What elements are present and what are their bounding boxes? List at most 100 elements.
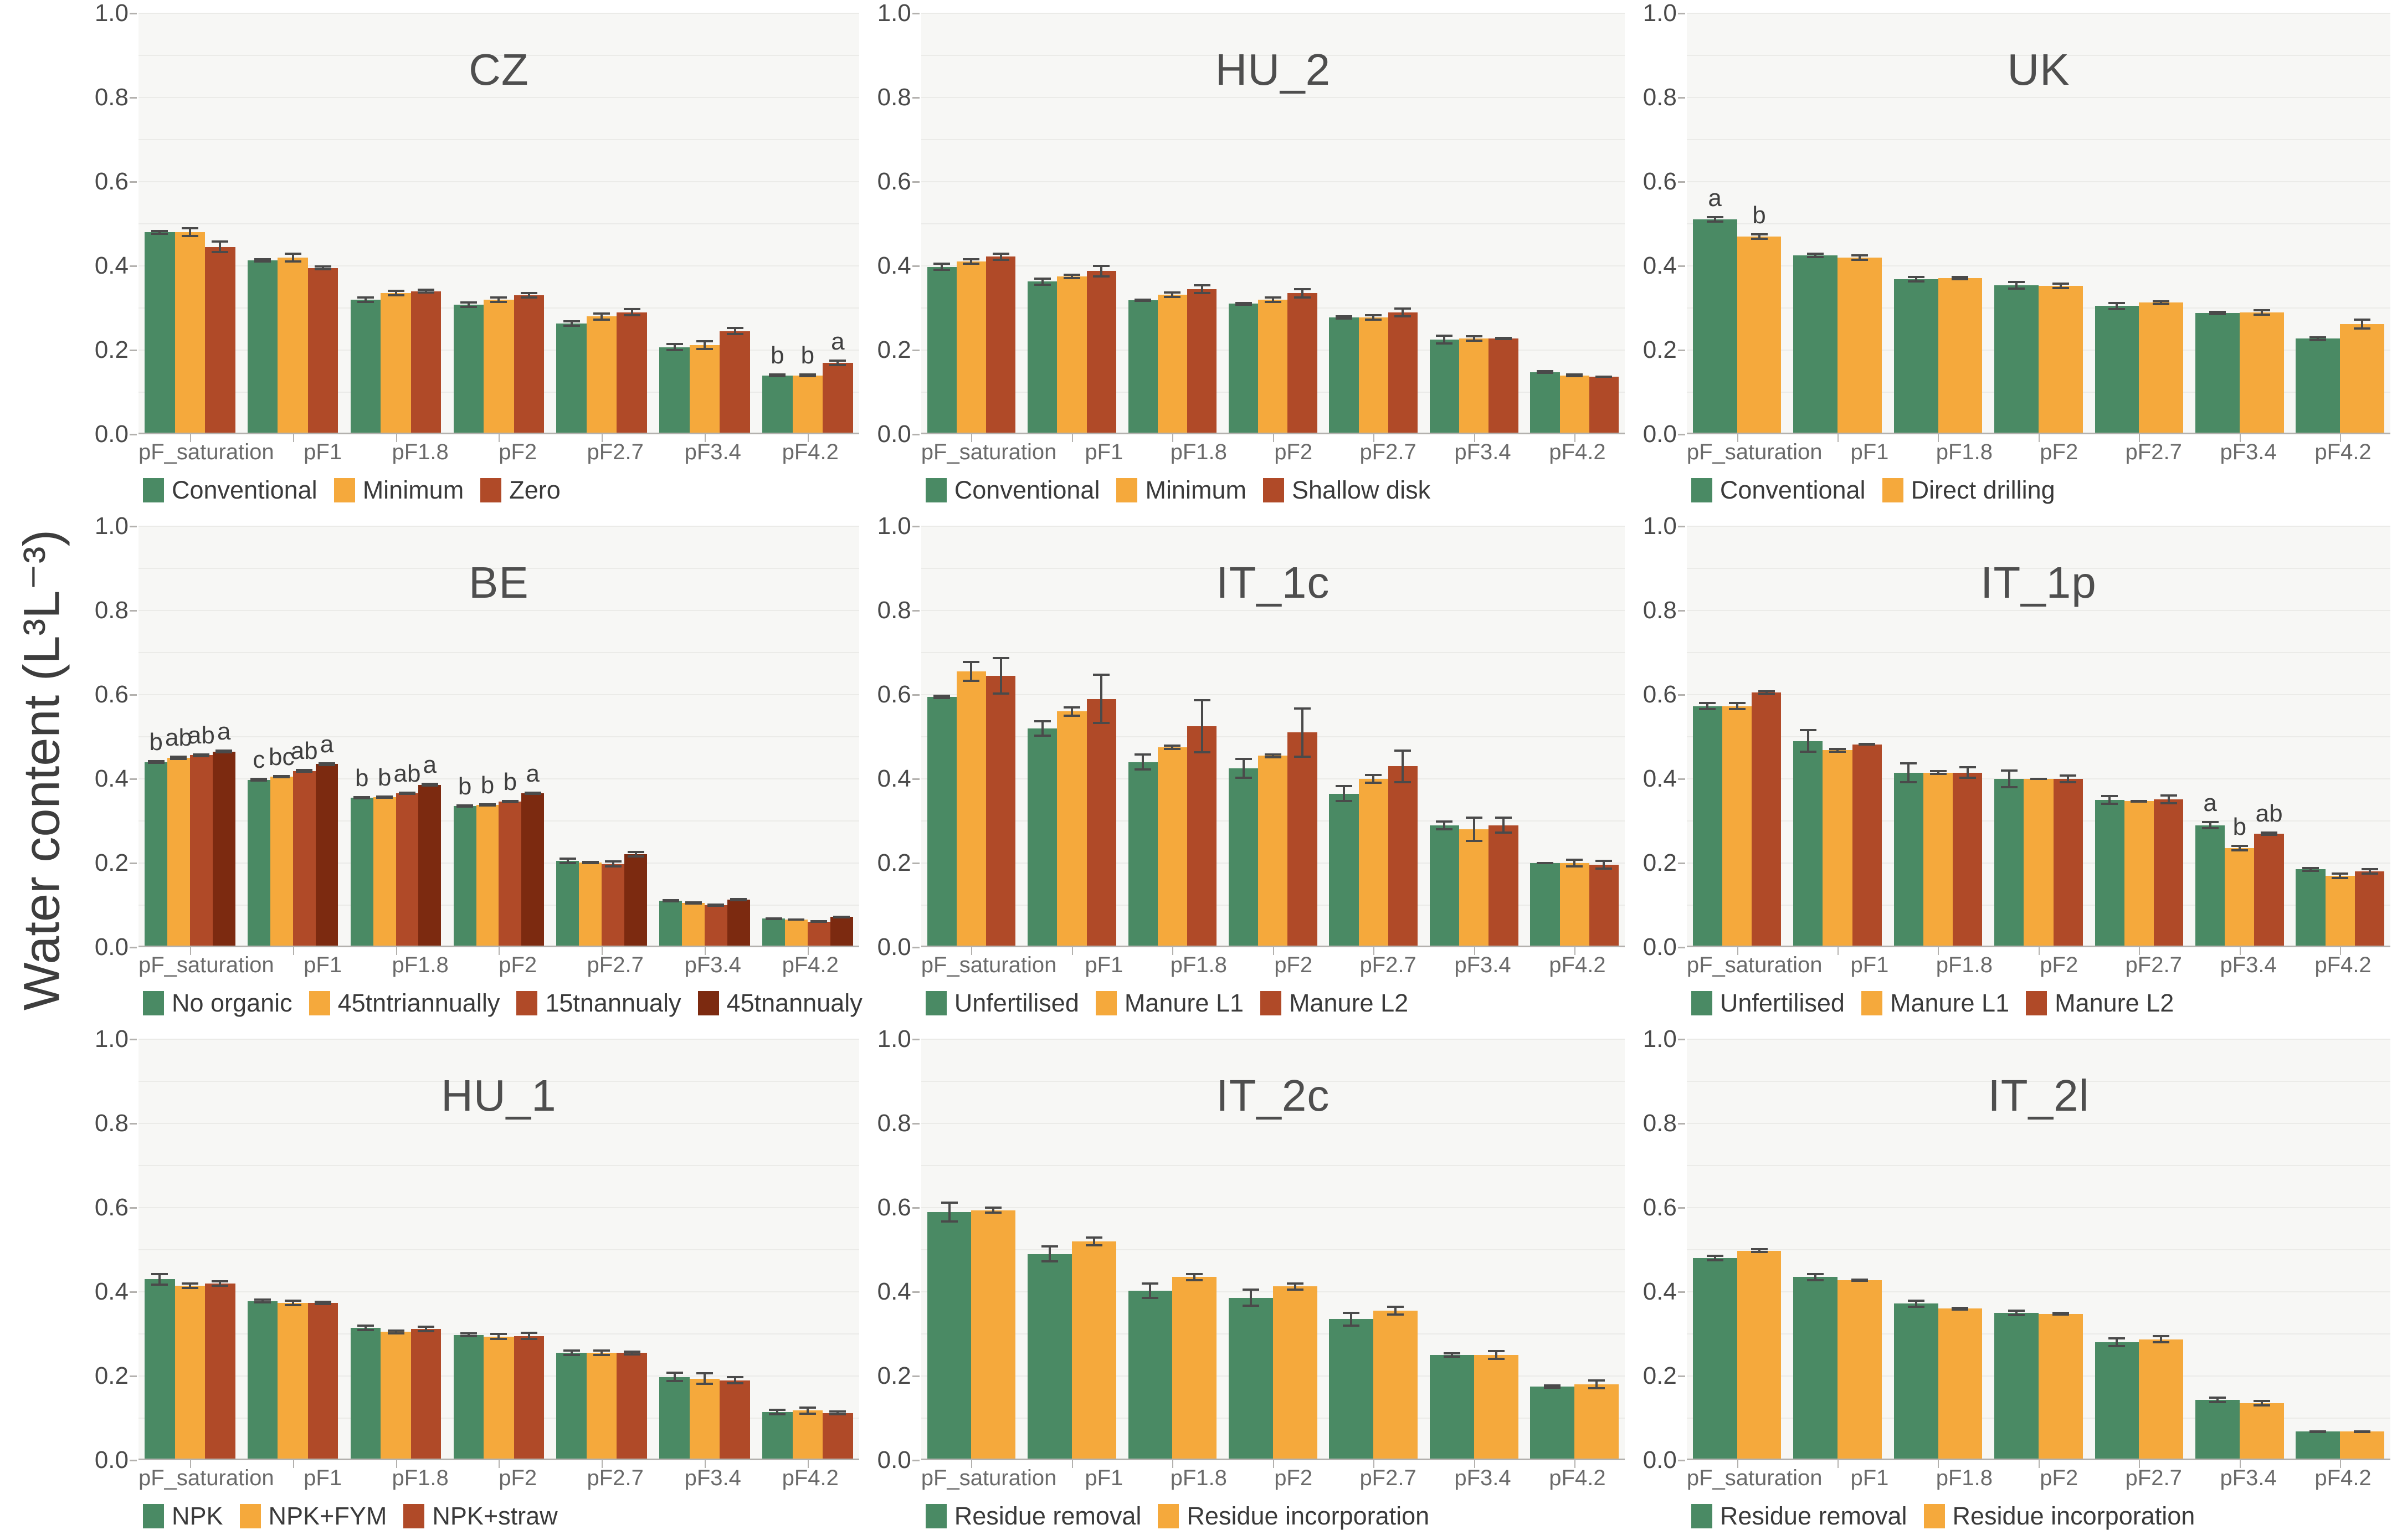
error-bar [933,695,951,699]
x-tick-label: pF2 [499,1466,537,1490]
error-bar-cap [623,1353,640,1356]
error-bar [623,1350,640,1356]
error-bar-cap [1365,314,1382,316]
error-bar-cap [1286,1282,1303,1285]
y-axis-label-strip: Water content (L³L⁻³) [0,0,83,1540]
error-bar-cap [730,899,747,902]
x-tick-label: pF1 [1085,440,1123,464]
error-bar [250,778,268,782]
x-tick-label: pF1.8 [1170,1466,1227,1490]
error-bar-cap [151,232,168,235]
error-bar-cap [2209,311,2226,314]
y-tick-mark [912,433,920,435]
y-tick-mark [1677,1375,1685,1377]
chart-panel-it-2c: 1.0 0.8 0.6 0.4 0.2 0.0 IT_2c pF_saturation pF1 p… [866,1025,1631,1539]
error-bar-cap [1193,284,1210,286]
error-bar [1900,762,1917,783]
bar-45tnannualy: a [418,752,442,947]
chart-title: HU_1 [441,1071,557,1120]
legend-swatch [516,991,538,1015]
legend-label: Conventional [172,476,317,504]
error-bar-line [1242,758,1245,779]
error-bar-cap [1487,1358,1505,1361]
error-bar-cap [726,333,743,336]
bar-15tnannualy: ab [291,738,318,947]
error-bar-line [836,1410,839,1416]
error-bar [456,804,474,808]
error-bar [479,803,496,807]
error-bar-cap [421,784,438,787]
plot-area: 1.0 0.8 0.6 0.4 0.2 0.0 HU_2 [877,0,1625,448]
error-bar-line [1193,1272,1196,1281]
error-bar-line [1502,817,1505,834]
error-bar [319,762,336,767]
y-tick-mark [1677,525,1685,527]
x-tick-label: pF2 [1274,953,1313,977]
bar-no-organic [659,899,682,947]
bar-group [345,1039,448,1460]
legend-label: Residue incorporation [1952,1502,2195,1530]
error-bar-cap [2108,1337,2126,1340]
gridline [1686,526,2390,527]
error-bar-cap [1959,766,1976,769]
error-bar-cap [1728,708,1746,711]
bar-45tntriannually [682,901,705,947]
error-bar-line [1100,674,1103,725]
error-bar-cap [1336,785,1353,788]
bar-minimum [1358,314,1388,434]
error-bar-cap [460,1335,477,1338]
bar-minimum [278,252,308,434]
legend-swatch [1262,478,1284,502]
error-bar-line [1713,216,1716,223]
bar-unfertilised [2095,794,2124,947]
error-bar-cap [1929,773,1947,776]
legend-swatch [1158,1504,1179,1528]
y-tick-mark [1677,1207,1685,1209]
gridline [138,1081,859,1082]
error-bar-cap [1135,768,1152,771]
x-tick-label: pF1.8 [1170,953,1227,977]
error-bar [1063,706,1080,717]
error-bar [2052,282,2069,289]
y-tick-label: 0.8 [94,84,129,111]
y-tick-label: 0.0 [1643,1446,1677,1474]
error-bar-cap [212,1280,229,1282]
error-bar-line [1271,296,1274,303]
bar-conventional [1530,369,1560,434]
bar-group [1888,526,1988,947]
error-bar-cap [1142,1296,1159,1299]
error-bar-cap [685,902,702,905]
error-bar-cap [604,860,622,863]
error-bar-cap [992,258,1009,261]
x-tick-label: pF_saturation [1686,440,1823,464]
plot-area: 1.0 0.8 0.6 0.4 0.2 0.0 IT_1c [877,512,1625,961]
legend-label: Manure L2 [2055,989,2174,1017]
bar-npk-fym [484,1333,514,1460]
error-bar-cap [799,373,816,376]
error-bar-line [1041,277,1044,286]
y-axis-label: Water content (L³L⁻³) [13,529,70,1011]
legend-item: Conventional [925,476,1100,505]
error-bar [1751,233,1768,240]
bar-residue-removal [1692,1255,1737,1460]
bar-groups [1687,1039,2390,1460]
bar-minimum [381,290,411,434]
error-bar-cap [1751,1251,1768,1254]
error-bar-cap [623,1350,640,1353]
error-bar-cap [1929,770,1947,773]
error-bar-line [2116,1337,2118,1348]
error-bar-cap [456,804,474,807]
error-bar [696,1372,714,1385]
error-bar-cap [1595,867,1613,870]
error-bar-line [2015,1309,2018,1317]
error-bar [1566,859,1583,867]
gridline [921,1039,1625,1040]
error-bar-cap [1336,317,1353,320]
legend: Residue removal Residue incorporation [925,1493,1628,1539]
legend-swatch [309,991,330,1015]
error-bar [1436,820,1453,830]
error-bar [376,795,393,799]
error-bar [353,796,371,800]
y-tick-label: 0.2 [1643,849,1677,876]
